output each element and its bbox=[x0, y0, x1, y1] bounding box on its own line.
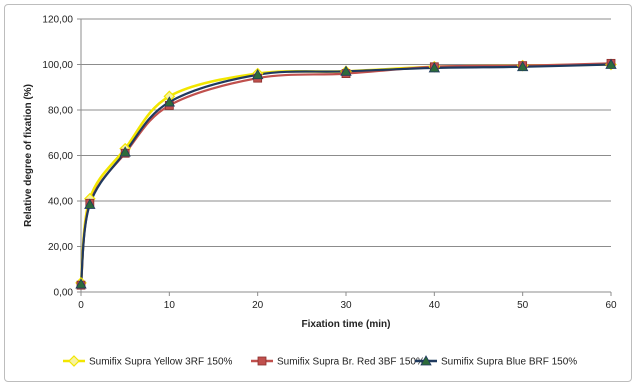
legend-label-2: Sumifix Supra Br. Red 3BF 150% bbox=[277, 357, 425, 368]
tick-labels: 0,00 20,00 40,00 60,00 80,00 100,00 120,00 0 10 2… bbox=[42, 15, 617, 312]
data-point-series-3 bbox=[75, 278, 87, 289]
y-axis-title: Relative degree of fixation (%) bbox=[23, 84, 34, 227]
y-tick-label: 100,00 bbox=[42, 60, 73, 71]
data-point-series-3 bbox=[428, 62, 441, 73]
legend-label-1: Sumifix Supra Yellow 3RF 150% bbox=[89, 357, 233, 368]
series-line-3 bbox=[79, 63, 612, 285]
legend-label-3: Sumifix Supra Blue BRF 150% bbox=[441, 357, 577, 368]
legend-marker-2 bbox=[257, 356, 267, 366]
axes bbox=[77, 18, 612, 296]
x-tick-label: 50 bbox=[517, 300, 529, 311]
y-tick-label: 120,00 bbox=[42, 15, 73, 26]
chart-frame: 0,00 20,00 40,00 60,00 80,00 100,00 120,00 0 10 2… bbox=[4, 4, 632, 382]
series-markers bbox=[75, 58, 617, 290]
legend: Sumifix Supra Yellow 3RF 150% Sumifix Sup… bbox=[63, 355, 577, 368]
legend-marker-1 bbox=[68, 355, 80, 367]
data-point-series-3 bbox=[251, 68, 264, 80]
series-line-2 bbox=[79, 62, 612, 286]
data-point-series-3 bbox=[119, 146, 131, 157]
line-chart: 0,00 20,00 40,00 60,00 80,00 100,00 120,00 0 10 2… bbox=[23, 15, 617, 368]
y-tick-label: 20,00 bbox=[48, 242, 73, 253]
data-point-series-3 bbox=[605, 58, 617, 69]
x-tick-label: 20 bbox=[252, 300, 264, 311]
x-tick-label: 0 bbox=[78, 300, 84, 311]
x-tick-label: 40 bbox=[429, 300, 441, 311]
x-axis-title: Fixation time (min) bbox=[302, 319, 391, 330]
x-tick-label: 60 bbox=[605, 300, 617, 311]
legend-marker-3 bbox=[420, 355, 432, 366]
gridlines bbox=[81, 18, 611, 247]
y-tick-label: 60,00 bbox=[48, 151, 73, 162]
y-tick-label: 80,00 bbox=[48, 106, 73, 117]
data-point-series-3 bbox=[163, 96, 176, 107]
y-tick-label: 40,00 bbox=[48, 197, 73, 208]
series-line-1 bbox=[79, 63, 612, 284]
x-tick-label: 30 bbox=[340, 300, 352, 311]
series-lines bbox=[79, 62, 612, 286]
data-point-series-3 bbox=[84, 198, 96, 209]
x-tick-label: 10 bbox=[164, 300, 176, 311]
data-point-series-3 bbox=[516, 60, 529, 72]
data-point-series-3 bbox=[340, 65, 352, 76]
y-tick-label: 0,00 bbox=[54, 288, 74, 299]
